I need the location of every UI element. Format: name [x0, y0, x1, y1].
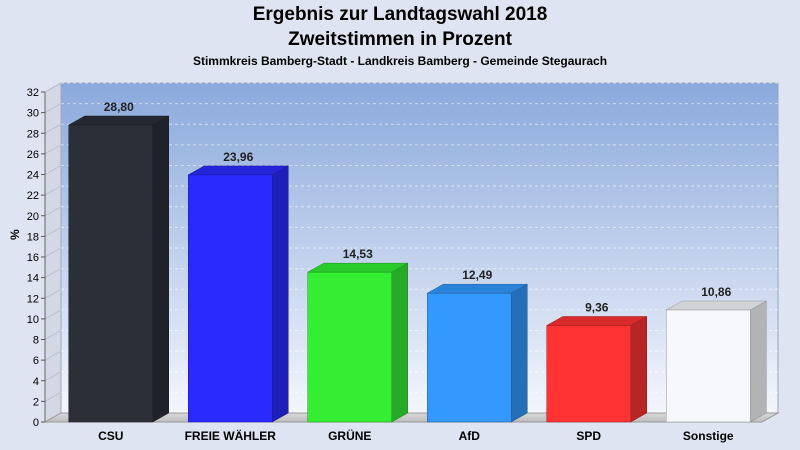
grid-line-side — [44, 391, 62, 402]
grid-line-side — [44, 206, 62, 217]
grid-line-side — [44, 371, 62, 382]
bar — [665, 300, 768, 423]
plot-background — [60, 82, 779, 414]
y-tick-label: 4 — [33, 376, 39, 388]
grid-line-side — [44, 185, 62, 196]
y-tick-label: 16 — [27, 252, 39, 264]
y-tick-label: 14 — [27, 273, 39, 285]
grid-line-side — [44, 82, 62, 93]
grid-line-side — [44, 165, 62, 175]
bar-front — [68, 124, 153, 423]
bar-top — [306, 262, 409, 273]
bar-value-label: 10,86 — [701, 285, 731, 299]
bar-front — [427, 292, 512, 423]
bar-side — [391, 262, 408, 423]
bar-top — [187, 165, 290, 176]
y-tick-label: 18 — [27, 231, 39, 243]
grid-line-side — [44, 226, 62, 237]
bar — [187, 165, 290, 423]
bar-front — [307, 271, 392, 423]
grid-line-side — [44, 247, 62, 258]
bar-front — [546, 325, 631, 423]
y-tick-label: 0 — [33, 417, 39, 429]
y-tick-label: 2 — [33, 396, 39, 408]
bar-side — [152, 115, 169, 423]
grid-line-side — [44, 309, 62, 320]
bar-value-label: 12,49 — [462, 268, 492, 282]
bar-top — [67, 115, 170, 126]
bar-top — [545, 316, 648, 326]
y-tick-label: 28 — [27, 128, 39, 140]
y-tick-label: 24 — [27, 170, 39, 182]
grid-line-side — [44, 144, 62, 155]
bar-front — [666, 309, 751, 423]
x-tick-label: CSU — [98, 429, 123, 443]
bar — [426, 283, 529, 423]
bar-side — [750, 300, 767, 423]
bar-top — [426, 283, 529, 294]
x-tick-label: AfD — [459, 429, 481, 443]
y-tick-label: 30 — [27, 108, 39, 120]
chart-subtitle: Stimmkreis Bamberg-Stadt - Landkreis Bam… — [192, 54, 608, 68]
chart-title: Ergebnis zur Landtagswahl 2018 — [252, 4, 548, 25]
y-tick-label: 6 — [33, 355, 39, 367]
x-tick-label: Sonstige — [683, 429, 734, 443]
y-tick-label: 10 — [27, 314, 39, 326]
y-tick-label: 8 — [33, 335, 39, 347]
bar-value-label: 28,80 — [104, 100, 134, 114]
grid-line-side — [44, 268, 62, 279]
x-tick-label: GRÜNE — [328, 428, 371, 443]
y-tick-label: 22 — [27, 190, 39, 202]
grid-line-side — [44, 123, 62, 134]
bar — [306, 262, 409, 423]
bar-value-label: 14,53 — [343, 247, 373, 261]
x-tick-label: SPD — [576, 429, 601, 443]
x-tick-label: FREIE WÄHLER — [185, 428, 277, 443]
bar — [545, 316, 648, 423]
y-tick-label: 12 — [27, 293, 39, 305]
bar-value-label: 23,96 — [223, 150, 253, 164]
chart-title-secondary: Zweitstimmen in Prozent — [288, 29, 512, 50]
grid-line-side — [44, 330, 62, 340]
y-tick-label: 26 — [27, 149, 39, 161]
bar-side — [630, 316, 647, 423]
bar-front — [188, 174, 273, 423]
y-tick-label: 32 — [27, 87, 39, 99]
bar-top — [665, 300, 768, 311]
grid-line-side — [44, 350, 62, 361]
bar — [67, 115, 170, 423]
bar-side — [511, 283, 528, 423]
y-tick-label: 20 — [27, 211, 39, 223]
bar-side — [272, 165, 289, 423]
bar-value-label: 9,36 — [585, 300, 609, 314]
grid-line-side — [44, 288, 62, 299]
grid-line-side — [44, 103, 62, 114]
